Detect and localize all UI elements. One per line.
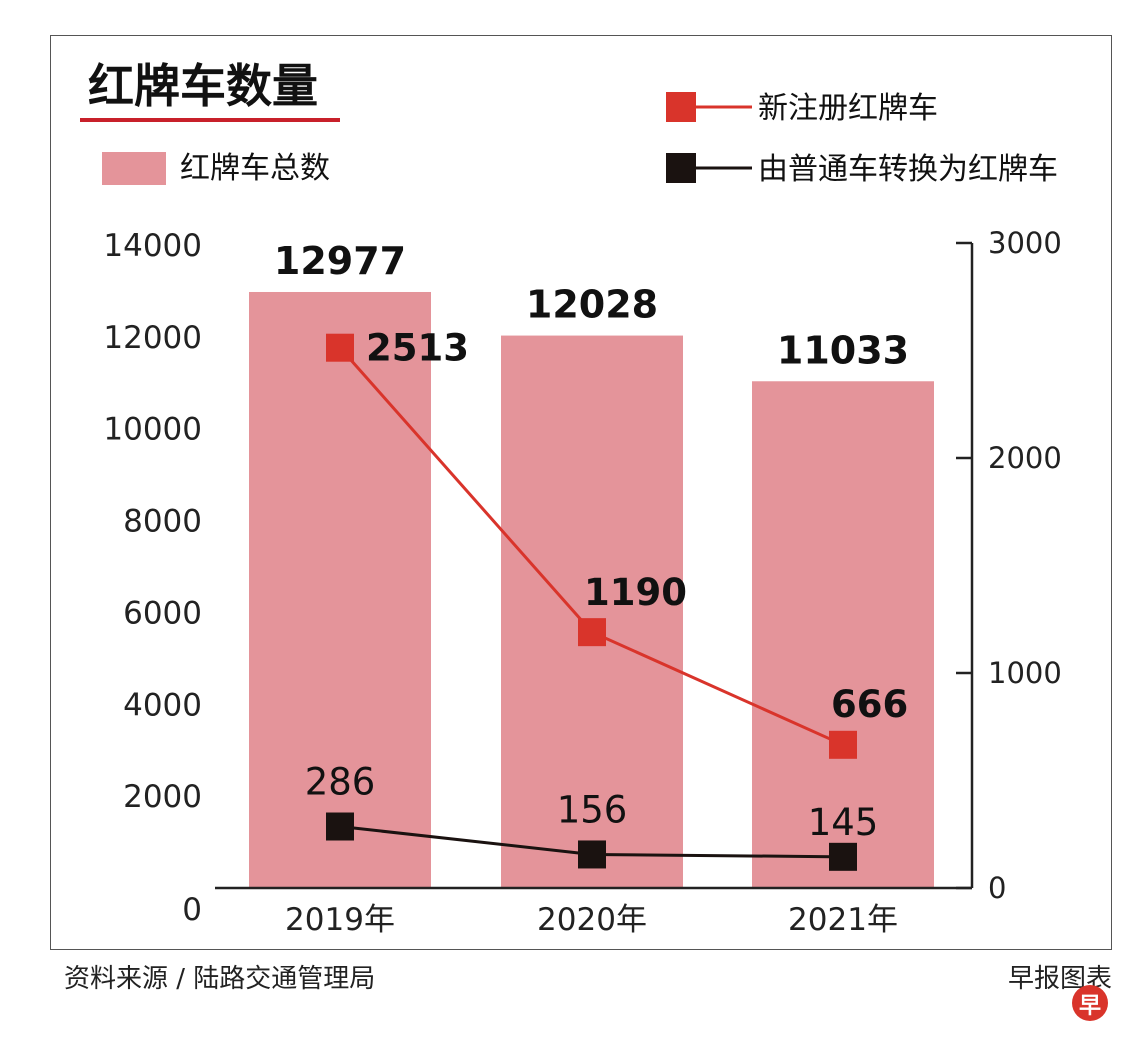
left-tick-label: 6000 bbox=[123, 595, 202, 631]
zaobao-logo-char: 早 bbox=[1079, 994, 1101, 1019]
legend-marker-converted bbox=[666, 153, 696, 183]
right-tick-label: 0 bbox=[988, 871, 1006, 905]
bar-2021年 bbox=[752, 381, 934, 888]
point-value-label: 286 bbox=[305, 761, 376, 804]
x-category-label: 2021年 bbox=[788, 902, 898, 938]
point-value-label: 2513 bbox=[366, 327, 469, 370]
legend-swatch-total bbox=[102, 152, 166, 185]
bar-value-label: 12977 bbox=[274, 239, 406, 283]
point-value-label: 156 bbox=[557, 788, 628, 831]
right-tick-label: 3000 bbox=[988, 226, 1062, 260]
left-tick-label: 2000 bbox=[123, 779, 202, 815]
bar-value-label: 12028 bbox=[526, 283, 658, 327]
legend-label-new: 新注册红牌车 bbox=[758, 91, 938, 126]
left-tick-label: 0 bbox=[182, 892, 202, 928]
series-point bbox=[578, 618, 606, 647]
lines-layer bbox=[326, 333, 857, 871]
zaobao-logo bbox=[1072, 985, 1108, 1021]
right-tick-label: 1000 bbox=[988, 656, 1062, 690]
legend-label-converted: 由普通车转换为红牌车 bbox=[758, 152, 1058, 187]
left-tick-label: 12000 bbox=[103, 320, 202, 356]
bar-value-label: 11033 bbox=[777, 328, 909, 372]
legend-label-total: 红牌车总数 bbox=[180, 151, 330, 186]
legend-marker-new bbox=[666, 92, 696, 122]
left-tick-label: 14000 bbox=[103, 228, 202, 264]
left-tick-label: 10000 bbox=[103, 412, 202, 448]
left-tick-label: 4000 bbox=[123, 687, 202, 723]
series-point bbox=[578, 840, 606, 869]
chart-frame bbox=[50, 35, 1112, 950]
x-category-label: 2019年 bbox=[285, 902, 395, 938]
bar-2020年 bbox=[501, 335, 683, 888]
source-note: 资料来源 / 陆路交通管理局 bbox=[64, 964, 375, 994]
axes-layer: 1400012000100008000600040002000030002000… bbox=[103, 226, 1061, 938]
series-point bbox=[326, 812, 354, 841]
series-point bbox=[326, 333, 354, 362]
bars-layer bbox=[249, 291, 934, 888]
left-tick-label: 8000 bbox=[123, 504, 202, 540]
point-value-label: 145 bbox=[808, 801, 879, 844]
x-category-label: 2020年 bbox=[537, 902, 647, 938]
chart-title: 红牌车数量 bbox=[88, 59, 318, 113]
right-tick-label: 2000 bbox=[988, 441, 1062, 475]
series-point bbox=[829, 842, 857, 871]
bar-2019年 bbox=[249, 291, 431, 888]
series-point bbox=[829, 730, 857, 759]
labels-layer: 12977 12028 11033 2513 1190 666 286 156 145 bbox=[274, 239, 909, 844]
point-value-label: 666 bbox=[831, 683, 908, 726]
point-value-label: 1190 bbox=[584, 571, 687, 614]
